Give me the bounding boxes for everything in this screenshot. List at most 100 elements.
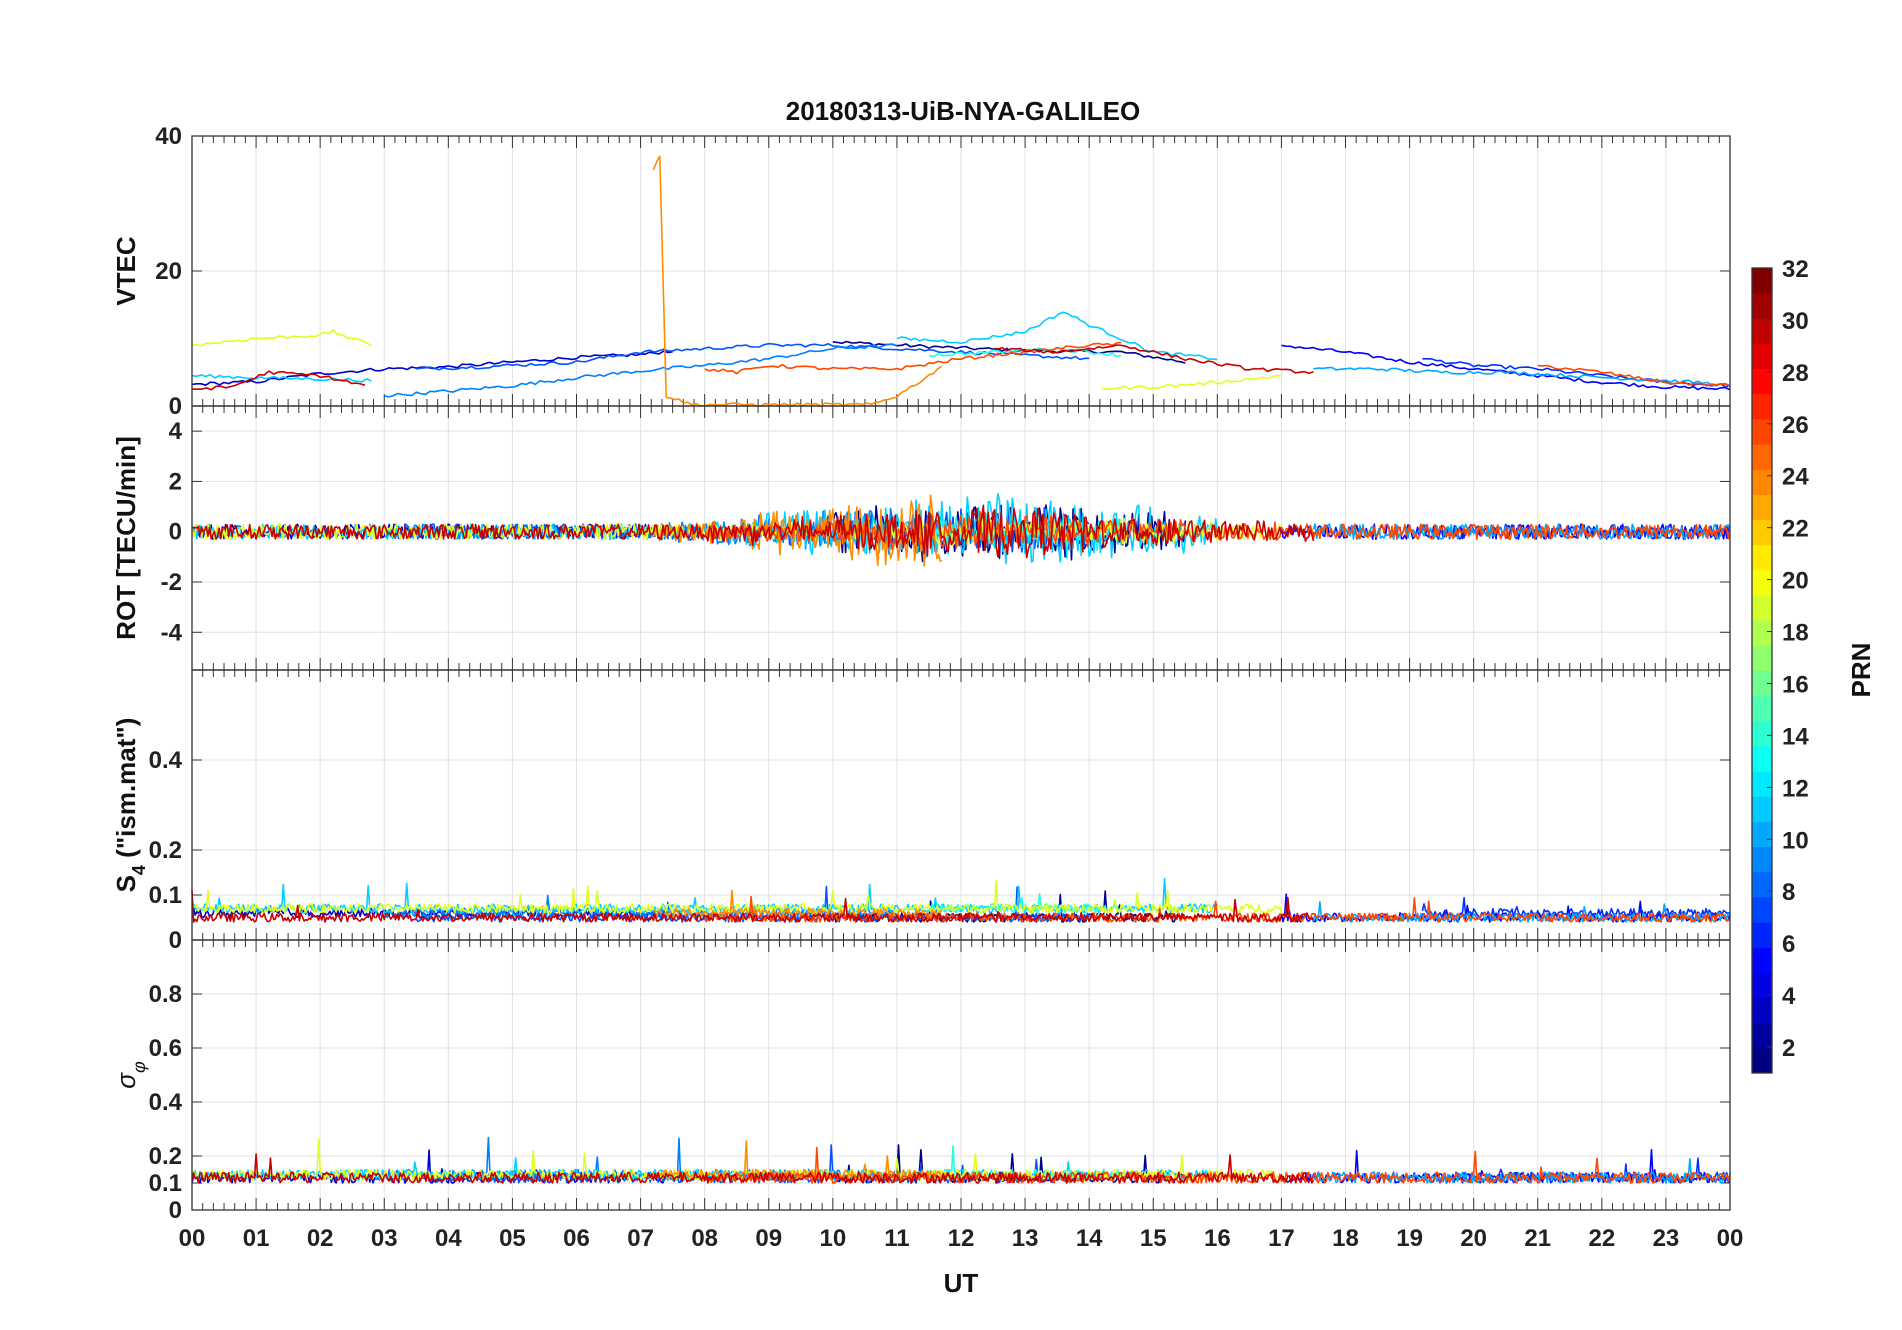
x-tick-label: 08 <box>691 1225 718 1252</box>
x-tick-label: 09 <box>755 1225 782 1252</box>
x-tick-label: 13 <box>1012 1225 1039 1252</box>
colorbar-tick-label: 16 <box>1782 671 1809 698</box>
x-tick-label: 17 <box>1268 1225 1295 1252</box>
series-prn-5 <box>416 342 1090 371</box>
y-tick-label: 20 <box>155 258 182 285</box>
x-tick-label: 21 <box>1524 1225 1551 1252</box>
y-tick-label: 0.1 <box>149 882 182 909</box>
colorbar-band <box>1752 393 1772 420</box>
x-tick-label: 18 <box>1332 1225 1359 1252</box>
chart-title: 20180313-UiB-NYA-GALILEO <box>786 96 1141 126</box>
x-tick-label: 19 <box>1396 1225 1423 1252</box>
x-tick-label: 05 <box>499 1225 526 1252</box>
y-tick-label: 0.8 <box>149 981 182 1008</box>
colorbar-band <box>1752 595 1772 621</box>
series-prn-11 <box>896 311 1218 361</box>
x-tick-label: 20 <box>1460 1225 1487 1252</box>
colorbar-band <box>1752 695 1772 722</box>
y-tick-label: 0.4 <box>149 747 183 774</box>
colorbar-band <box>1752 947 1772 973</box>
x-tick-label: 10 <box>819 1225 846 1252</box>
y-tick-label: 2 <box>169 468 182 495</box>
y-axis-label: σφ <box>111 1061 149 1089</box>
colorbar-band <box>1752 368 1772 395</box>
y-tick-label: 0.2 <box>149 1143 182 1170</box>
x-tick-label: 04 <box>435 1225 462 1252</box>
series-prn-23 <box>652 155 943 407</box>
colorbar-band <box>1752 620 1772 646</box>
colorbar-band <box>1752 922 1772 948</box>
y-tick-label: 4 <box>169 418 183 445</box>
series-prn-3 <box>1281 344 1731 391</box>
x-tick-label: 11 <box>884 1225 909 1252</box>
x-tick-label: 00 <box>179 1225 206 1252</box>
series-prn-25 <box>704 1146 1731 1184</box>
colorbar-band <box>1752 745 1772 772</box>
colorbar-band <box>1752 1022 1772 1049</box>
colorbar-band <box>1752 268 1772 294</box>
y-tick-label: -4 <box>161 619 183 646</box>
colorbar-band <box>1752 569 1772 596</box>
y-tick-label: 0.6 <box>149 1035 182 1062</box>
colorbar-tick-label: 24 <box>1782 464 1809 491</box>
x-tick-label: 12 <box>948 1225 975 1252</box>
colorbar-band <box>1752 343 1772 370</box>
y-tick-label: 0 <box>169 393 182 420</box>
series-prn-31 <box>191 890 1314 923</box>
panel-3: 0 0.1 0.2 0.4S4 ("ism.mat") <box>111 669 1731 954</box>
colorbar-band <box>1752 544 1772 571</box>
colorbar-label: PRN <box>1846 643 1876 698</box>
colorbar-tick-label: 8 <box>1782 879 1795 906</box>
x-tick-label: 22 <box>1588 1225 1615 1252</box>
colorbar-tick-label: 32 <box>1782 256 1809 283</box>
colorbar-tick-label: 2 <box>1782 1035 1795 1062</box>
x-tick-label: 14 <box>1076 1225 1103 1252</box>
x-tick-label: 01 <box>243 1225 270 1252</box>
panel-4: 00.10.2 0.4 0.6 0.8 σφ 00 01 02 03 04 05 06 07 08 09 10… <box>111 939 1744 1252</box>
colorbar-band <box>1752 670 1772 697</box>
x-tick-label: 02 <box>307 1225 334 1252</box>
colorbar-tick-label: 4 <box>1782 983 1796 1010</box>
series-prn-9 <box>1312 901 1731 923</box>
x-tick-label: 00 <box>1717 1225 1744 1252</box>
colorbar-tick-label: 18 <box>1782 620 1809 647</box>
colorbar-tick-label: 22 <box>1782 516 1809 543</box>
colorbar-band <box>1752 469 1772 495</box>
y-axis-label: ROT [TECU/min] <box>111 436 141 640</box>
x-tick-label: 23 <box>1653 1225 1680 1252</box>
series-prn-31 <box>191 370 366 391</box>
x-tick-label: 06 <box>563 1225 590 1252</box>
colorbar-band <box>1752 293 1772 319</box>
series-prn-19 <box>191 329 372 347</box>
x-tick-label: 03 <box>371 1225 398 1252</box>
colorbar-band <box>1752 796 1772 822</box>
colorbar-tick-label: 26 <box>1782 412 1809 439</box>
colorbar-band <box>1752 444 1772 470</box>
y-tick-label: -2 <box>161 569 182 596</box>
series-prn-31 <box>191 504 1315 559</box>
y-tick-label: 0 <box>169 519 182 546</box>
colorbar-tick-label: 28 <box>1782 360 1809 387</box>
x-axis-label: UT <box>944 1268 979 1298</box>
colorbar-band <box>1752 821 1772 848</box>
x-tick-label: 07 <box>627 1225 654 1252</box>
y-tick-label: 40 <box>155 123 182 150</box>
series-prn-31 <box>992 344 1314 374</box>
y-tick-label: 0.4 <box>149 1089 183 1116</box>
y-axis-label: VTEC <box>111 236 141 306</box>
colorbar-band <box>1752 720 1772 747</box>
colorbar-band <box>1752 997 1772 1024</box>
y-tick-label: 0.1 <box>149 1170 182 1197</box>
y-axis-label: S4 ("ism.mat") <box>111 718 149 893</box>
colorbar-band <box>1752 846 1772 873</box>
y-tick-label: 0.2 <box>149 837 182 864</box>
series-prn-23 <box>653 889 943 919</box>
colorbar-band <box>1752 771 1772 797</box>
colorbar-band <box>1752 1047 1772 1074</box>
colorbar-band <box>1752 871 1772 898</box>
colorbar-tick-label: 12 <box>1782 775 1809 802</box>
series-prn-4 <box>1422 358 1731 388</box>
